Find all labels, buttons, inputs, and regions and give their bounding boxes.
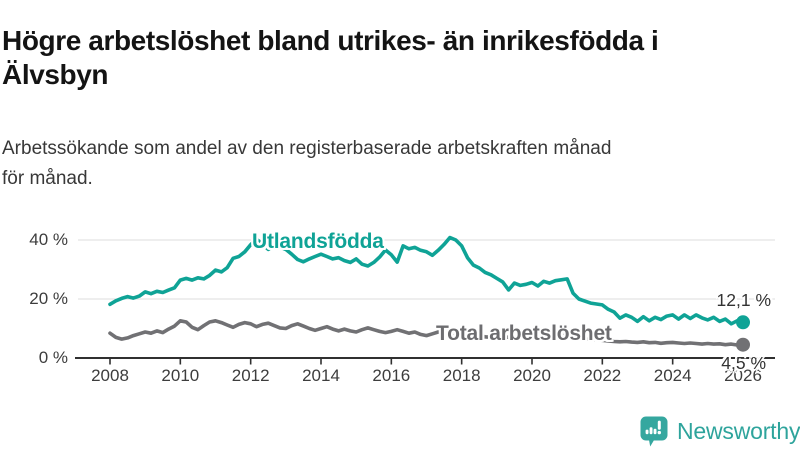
series-label-utlandsfodda: Utlandsfödda bbox=[252, 230, 384, 253]
x-axis-label: 2024 bbox=[653, 366, 692, 385]
y-axis-label: 20 % bbox=[29, 289, 68, 308]
x-axis-label: 2014 bbox=[302, 366, 340, 385]
x-axis-label: 2016 bbox=[372, 366, 411, 385]
series-label-total-arbetsloshet: Total arbetslöshet bbox=[436, 322, 612, 345]
title-line-1: Högre arbetslöshet bland utrikes- än inr… bbox=[2, 24, 659, 56]
x-axis-label: 2012 bbox=[231, 366, 270, 385]
series-end-dot-utlandsfodda bbox=[736, 315, 750, 330]
x-axis-label: 2022 bbox=[583, 366, 622, 385]
chart-subtitle: Arbetssökande som andel av den registerb… bbox=[2, 134, 782, 194]
x-axis-label: 2008 bbox=[91, 366, 129, 385]
x-axis-label: 2020 bbox=[513, 366, 551, 385]
newsworthy-wordmark: Newsworthy bbox=[677, 418, 800, 444]
end-value-label-utlandsfodda: 12,1 % bbox=[716, 290, 771, 311]
series-line-total-arbetsloshet bbox=[108, 318, 745, 347]
x-axis-label: 2018 bbox=[442, 366, 481, 385]
x-axis-label: 2010 bbox=[161, 366, 200, 385]
y-axis-label: 40 % bbox=[29, 230, 68, 249]
y-axis-label: 0 % bbox=[38, 348, 68, 367]
series-end-dot-total-arbetsloshet bbox=[736, 337, 750, 352]
title-line-2: Älvsbyn bbox=[2, 58, 109, 90]
x-axis-label: 2026 bbox=[724, 366, 762, 385]
page-title: Högre arbetslöshet bland utrikes- än inr… bbox=[2, 24, 798, 92]
end-value-label-total: 4,5 % bbox=[721, 352, 766, 373]
series-line-utlandsfodda bbox=[108, 235, 745, 326]
subtitle-line-2: för månad. bbox=[2, 168, 93, 189]
subtitle-line-1: Arbetssökande som andel av den registerb… bbox=[2, 138, 612, 159]
newsworthy-logo: Newsworthy bbox=[639, 415, 800, 448]
newsworthy-chart-bubble-icon bbox=[640, 416, 668, 447]
